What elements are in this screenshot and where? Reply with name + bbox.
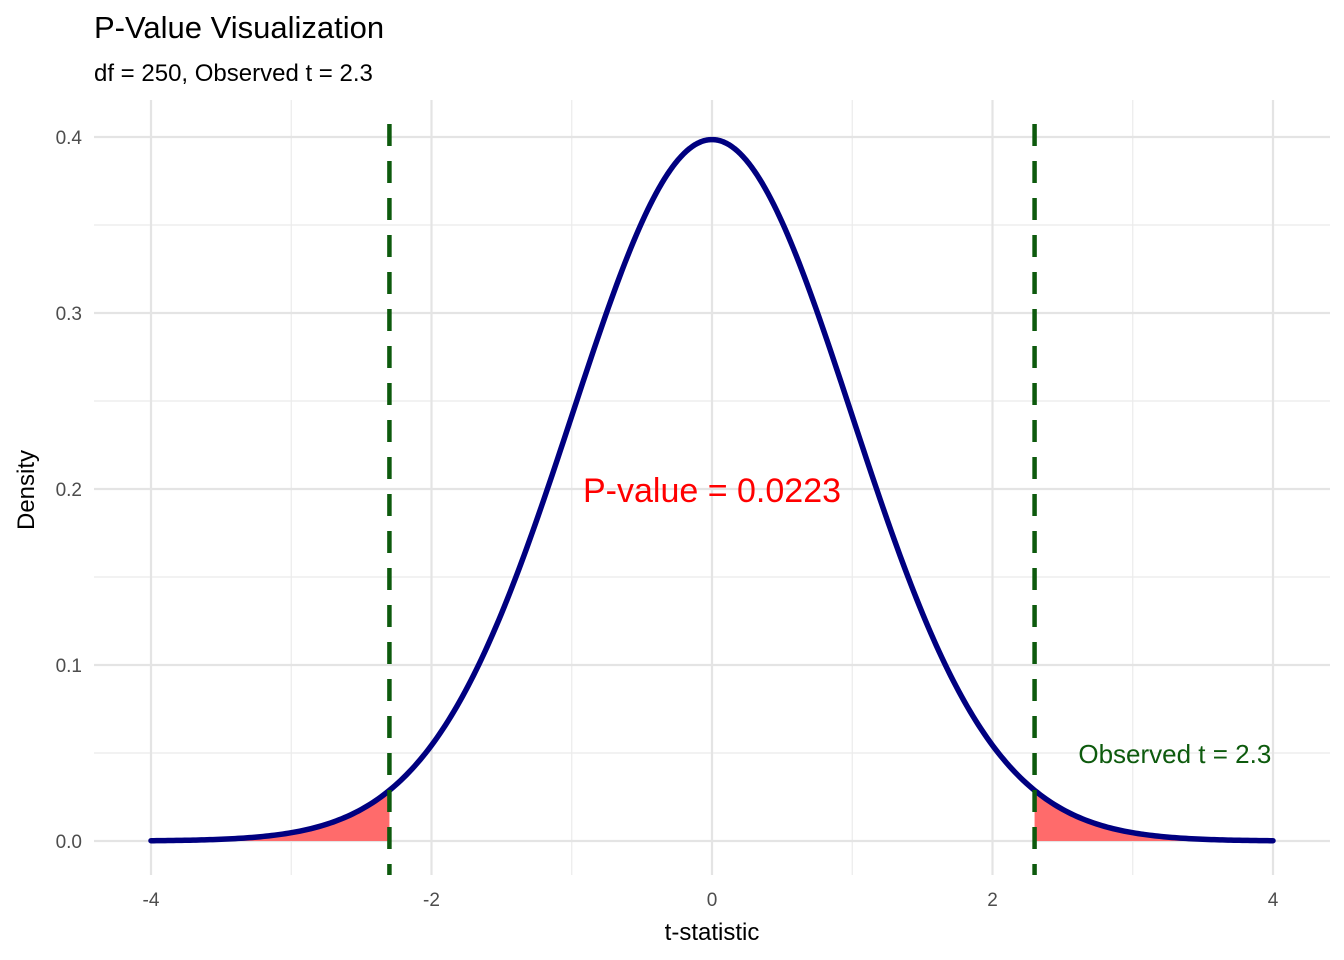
x-tick-label: -2 bbox=[423, 890, 440, 911]
x-tick-label: -4 bbox=[143, 890, 160, 911]
y-tick-label: 0.2 bbox=[56, 480, 82, 501]
observed-t-annotation: Observed t = 2.3 bbox=[1078, 739, 1271, 769]
x-tick-labels: -4 -2 0 2 4 bbox=[143, 890, 1279, 911]
density-curve-group bbox=[148, 136, 1276, 844]
x-tick-label: 0 bbox=[707, 890, 718, 911]
annotations: P-value = 0.0223 Observed t = 2.3 bbox=[583, 472, 1271, 769]
p-value-annotation: P-value = 0.0223 bbox=[583, 472, 841, 510]
y-tick-label: 0.4 bbox=[56, 128, 83, 149]
shaded-tails bbox=[151, 790, 1273, 841]
y-tick-label: 0.3 bbox=[56, 304, 82, 325]
chart-title: P-Value Visualization bbox=[94, 10, 385, 45]
observed-lines bbox=[387, 124, 1037, 875]
y-axis-title: Density bbox=[13, 450, 40, 530]
x-tick-label: 4 bbox=[1268, 890, 1279, 911]
right-tail-area bbox=[1034, 790, 1273, 841]
left-tail-area bbox=[151, 790, 390, 841]
x-tick-label: 2 bbox=[987, 890, 998, 911]
x-axis-title: t-statistic bbox=[665, 919, 760, 946]
chart-subtitle: df = 250, Observed t = 2.3 bbox=[94, 60, 373, 87]
y-tick-label: 0.0 bbox=[56, 832, 82, 853]
density-curve bbox=[148, 136, 1276, 844]
y-tick-label: 0.1 bbox=[56, 656, 82, 677]
y-tick-labels: 0.0 0.1 0.2 0.3 0.4 bbox=[56, 128, 83, 853]
major-gridlines bbox=[94, 100, 1330, 875]
